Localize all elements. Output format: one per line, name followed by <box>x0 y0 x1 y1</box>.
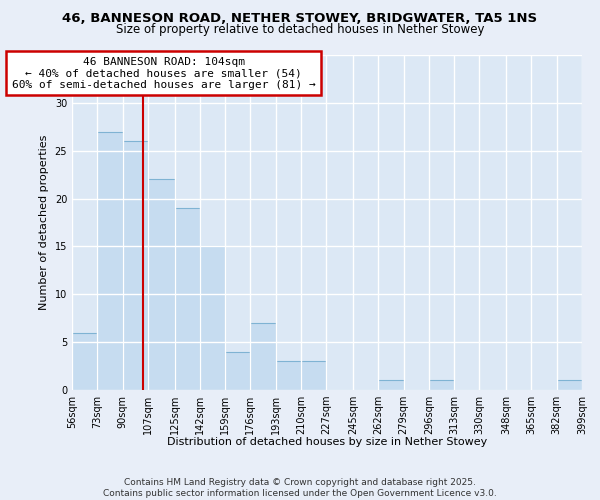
Bar <box>378 380 404 390</box>
Y-axis label: Number of detached properties: Number of detached properties <box>39 135 49 310</box>
Bar <box>200 246 225 390</box>
Bar <box>557 380 582 390</box>
Bar <box>97 132 122 390</box>
Text: Contains HM Land Registry data © Crown copyright and database right 2025.
Contai: Contains HM Land Registry data © Crown c… <box>103 478 497 498</box>
X-axis label: Distribution of detached houses by size in Nether Stowey: Distribution of detached houses by size … <box>167 437 487 447</box>
Text: 46 BANNESON ROAD: 104sqm
← 40% of detached houses are smaller (54)
60% of semi-d: 46 BANNESON ROAD: 104sqm ← 40% of detach… <box>12 56 316 90</box>
Bar <box>225 352 250 390</box>
Bar <box>72 332 97 390</box>
Bar <box>429 380 454 390</box>
Bar <box>122 141 148 390</box>
Text: Size of property relative to detached houses in Nether Stowey: Size of property relative to detached ho… <box>116 22 484 36</box>
Bar <box>148 180 175 390</box>
Bar <box>301 362 326 390</box>
Bar <box>276 362 301 390</box>
Text: 46, BANNESON ROAD, NETHER STOWEY, BRIDGWATER, TA5 1NS: 46, BANNESON ROAD, NETHER STOWEY, BRIDGW… <box>62 12 538 26</box>
Bar <box>175 208 200 390</box>
Bar <box>250 323 276 390</box>
